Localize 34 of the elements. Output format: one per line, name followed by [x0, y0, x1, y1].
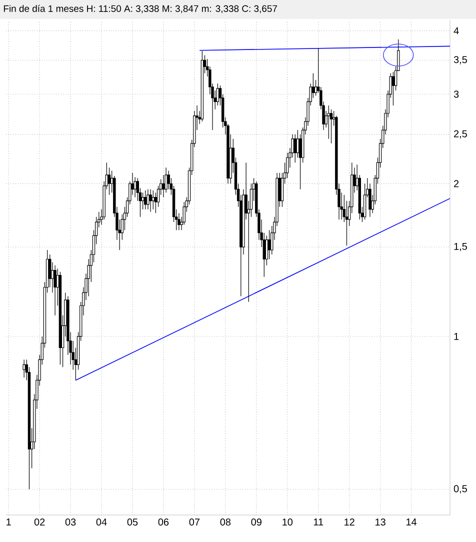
- candlestick: [178, 212, 180, 230]
- x-tick-label: 07: [189, 518, 200, 526]
- chart-title: Fin de día 1 meses H: 11:50 A: 3,338 M: 3,847 m: 3,338 C: 3,657: [4, 4, 277, 14]
- x-tick-label: 10: [282, 518, 293, 526]
- y-tick-label: 1,5: [454, 242, 467, 252]
- y-tick-label: 0,5: [454, 485, 467, 494]
- y-tick-label: 4: [454, 27, 459, 34]
- x-tick-label: 12: [344, 518, 354, 526]
- y-tick-label: 3: [454, 90, 459, 98]
- x-tick-label: 04: [96, 518, 107, 526]
- candlestick: [200, 50, 204, 122]
- x-tick-label: 1: [6, 518, 11, 526]
- candlestick: [216, 83, 220, 106]
- candlestick: [330, 109, 333, 144]
- x-tick-label: 08: [220, 518, 231, 526]
- candlestick: [146, 188, 150, 210]
- y-tick-label: 2: [454, 180, 459, 188]
- y-tick-label: 3,5: [454, 56, 467, 64]
- x-tick-label: 09: [251, 518, 262, 526]
- x-tick-label: 11: [314, 518, 324, 526]
- candlestick: [54, 265, 56, 316]
- candlestick: [149, 188, 152, 212]
- x-tick-label: 02: [34, 518, 45, 526]
- x-tick-label: 03: [65, 518, 76, 526]
- candlestick: [22, 359, 26, 378]
- y-tick-label: 2,5: [454, 130, 467, 139]
- candlestick: [58, 272, 62, 365]
- y-tick-label: 1: [454, 333, 459, 340]
- candlestick: [294, 134, 296, 163]
- x-tick-label: 06: [158, 518, 169, 526]
- candlestick: [134, 176, 136, 198]
- x-tick-label: 13: [376, 518, 386, 526]
- x-tick-label: 05: [127, 518, 138, 526]
- x-tick-label: 14: [406, 518, 417, 526]
